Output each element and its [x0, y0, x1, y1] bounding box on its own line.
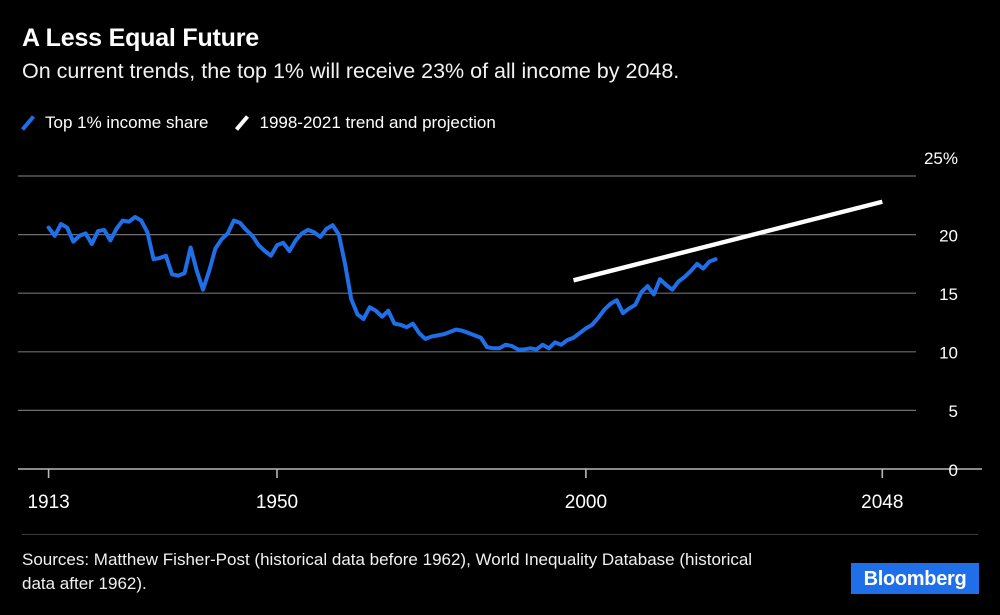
x-axis-ticks [47, 469, 884, 478]
legend-item-series[interactable]: Top 1% income share [20, 113, 208, 133]
bloomberg-logo[interactable]: Bloomberg [851, 563, 979, 594]
line-chart: 25% 20 15 10 5 0 1913 1950 2000 2048 [18, 149, 982, 513]
series-line-top-1-percent [46, 215, 718, 352]
page-subtitle: On current trends, the top 1% will recei… [22, 58, 680, 83]
bloomberg-logo-label: Bloomberg [863, 567, 967, 590]
page-title: A Less Equal Future [22, 24, 259, 52]
x-axis-labels: 1913 1950 2000 2048 [27, 492, 903, 513]
y-tick-label-5: 5 [949, 402, 958, 421]
y-tick-label-25: 25% [924, 149, 958, 168]
y-tick-label-20: 20 [939, 227, 958, 246]
slash-marker-icon [235, 115, 250, 131]
y-axis-labels: 25% 20 15 10 5 0 [924, 149, 958, 480]
y-tick-label-10: 10 [939, 344, 958, 363]
x-tick-label-1950: 1950 [256, 492, 298, 513]
legend-item-trend[interactable]: 1998-2021 trend and projection [234, 113, 496, 133]
chart-legend: Top 1% income share 1998-2021 trend and … [20, 113, 496, 133]
gridlines [18, 175, 916, 411]
legend-label-trend: 1998-2021 trend and projection [259, 113, 496, 132]
trend-line-projection [572, 199, 883, 283]
x-tick-label-1913: 1913 [27, 492, 69, 513]
y-tick-label-15: 15 [939, 285, 958, 304]
sources-text: Sources: Matthew Fisher-Post (historical… [22, 550, 753, 594]
slash-marker-icon [20, 115, 36, 131]
x-tick-label-2048: 2048 [861, 492, 903, 513]
header: A Less Equal Future On current trends, t… [22, 24, 972, 85]
chart-area: 25% 20 15 10 5 0 1913 1950 2000 2048 [0, 145, 1000, 520]
x-tick-label-2000: 2000 [565, 492, 607, 513]
y-tick-label-0: 0 [949, 461, 958, 480]
legend-label-series: Top 1% income share [45, 113, 209, 132]
footer-divider [22, 534, 978, 535]
